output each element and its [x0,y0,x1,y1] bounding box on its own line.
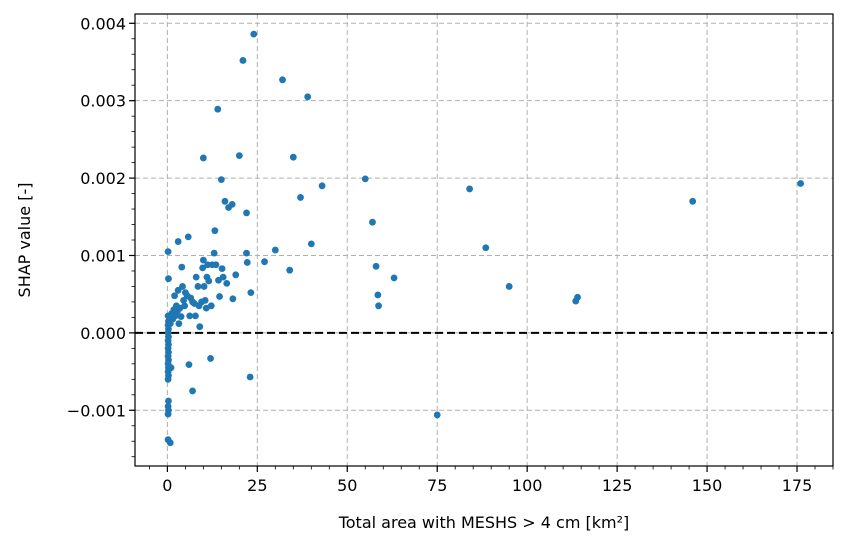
data-point-0-38 [177,313,185,321]
data-point-0-113 [574,293,581,301]
data-point-0-101 [318,182,326,190]
data-point-0-100 [307,240,315,248]
data-point-0-60 [199,256,207,264]
data-point-0-30 [171,292,178,300]
y-tick-label-5: 0.004 [80,14,126,33]
data-point-0-91 [247,289,255,297]
data-point-0-98 [297,194,304,201]
data-point-0-84 [232,271,240,279]
data-point-0-94 [271,246,279,254]
data-point-0-1 [165,275,172,283]
data-point-0-46 [185,361,193,369]
data-point-0-86 [239,57,247,64]
x-tick-label-3: 75 [427,476,447,495]
data-point-0-115 [797,180,805,187]
x-tick-label-7: 175 [782,476,813,495]
data-point-0-47 [186,312,194,320]
data-point-0-99 [304,93,312,101]
data-point-0-36 [175,320,183,327]
data-point-0-61 [200,283,208,290]
data-point-0-78 [219,273,227,281]
data-point-0-24 [166,439,174,447]
data-point-0-49 [189,387,196,395]
data-point-0-67 [207,355,214,362]
data-point-0-109 [466,185,474,193]
data-point-0-65 [204,261,212,269]
data-point-0-82 [228,200,236,208]
data-point-0-22 [164,410,172,418]
x-tick-label-0: 0 [162,476,172,495]
data-point-0-59 [199,154,207,162]
data-point-0-105 [374,291,382,299]
data-point-0-76 [217,176,225,184]
data-point-0-58 [199,264,207,272]
data-point-0-39 [178,263,186,271]
data-point-0-88 [243,249,250,257]
y-tick-label-3: 0.002 [80,169,126,188]
tick-labels: 0 25 50 75 100 125 150 175 −0.001 0.000 0.001 0.002… [67,14,813,495]
data-point-0-75 [216,293,223,300]
data-point-0-97 [289,153,297,161]
data-point-0-85 [235,152,243,160]
y-tick-label-1: 0.000 [80,324,126,343]
data-points [164,30,805,447]
grid-lines [135,14,833,466]
data-point-0-104 [372,262,380,270]
data-point-0-26 [167,364,175,372]
data-point-0-34 [174,238,182,245]
data-point-0-40 [179,283,186,290]
x-axis-title: Total area with MESHS > 4 cm [km²] [338,513,630,532]
data-point-0-79 [221,197,229,205]
data-point-0-95 [279,76,286,84]
data-point-0-87 [243,209,250,217]
data-point-0-56 [196,323,204,331]
data-point-0-62 [201,296,209,304]
data-point-0-70 [210,249,218,257]
data-point-0-41 [180,296,187,304]
x-tick-label-4: 100 [512,476,543,495]
data-point-0-111 [505,283,513,290]
data-point-0-45 [184,233,192,241]
y-tick-label-0: −0.001 [67,401,126,420]
data-point-0-89 [243,259,251,266]
data-point-0-0 [164,248,172,256]
data-point-0-77 [218,265,226,273]
data-point-0-80 [223,279,231,287]
data-point-0-54 [194,283,202,290]
data-point-0-90 [246,373,254,381]
x-tick-label-2: 50 [337,476,357,495]
data-point-0-96 [286,266,294,274]
data-point-0-92 [250,30,258,38]
data-point-0-18 [164,375,172,383]
data-point-0-103 [369,218,376,226]
y-axis-title: SHAP value [-] [15,183,34,298]
data-point-0-93 [261,258,268,266]
data-point-0-72 [212,261,220,269]
data-point-0-42 [181,302,189,310]
data-point-0-66 [205,277,213,285]
data-point-0-102 [361,175,369,183]
data-point-0-19 [165,397,172,405]
data-point-0-107 [390,274,398,282]
x-tick-label-1: 25 [247,476,267,495]
data-point-0-68 [207,302,215,310]
x-tick-label-6: 150 [692,476,723,495]
data-point-0-106 [375,302,382,310]
data-point-0-114 [689,197,697,205]
y-tick-label-4: 0.003 [80,92,126,111]
x-tick-label-5: 125 [602,476,633,495]
data-point-0-83 [229,295,237,303]
axis-ticks [129,22,834,472]
y-tick-label-2: 0.001 [80,246,126,265]
data-point-0-53 [192,273,200,281]
data-point-0-110 [482,244,490,252]
data-point-0-108 [433,411,441,419]
data-point-0-73 [214,105,222,113]
data-point-0-71 [211,227,219,235]
data-point-0-52 [192,312,199,320]
